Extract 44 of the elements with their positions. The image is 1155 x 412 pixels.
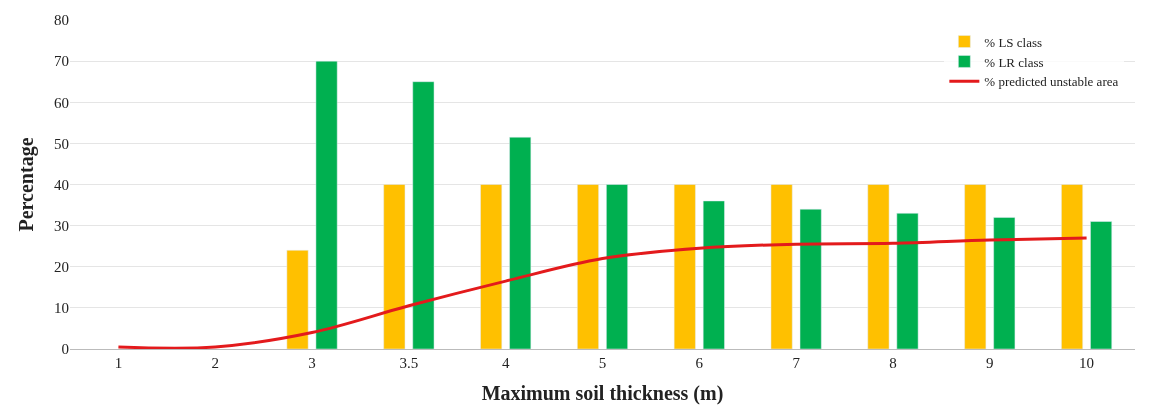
bar: [286, 250, 309, 349]
x-tick-label: 7: [792, 355, 801, 371]
bar: [412, 81, 435, 349]
x-axis-title: Maximum soil thickness (m): [481, 381, 724, 405]
y-tick-label: 70: [54, 53, 69, 70]
bar: [770, 184, 793, 349]
bar: [993, 217, 1016, 349]
bar: [702, 200, 725, 349]
x-tick-label: 9: [986, 355, 994, 371]
y-tick-label: 20: [54, 259, 69, 275]
bar: [480, 184, 503, 349]
x-tick-label: 1: [114, 355, 123, 371]
y-tick-label: 40: [54, 176, 69, 193]
x-tick-label: 8: [889, 355, 897, 371]
x-tick-label: 3.5: [399, 355, 419, 371]
bar: [1090, 221, 1113, 349]
y-axis-title: Percentage: [14, 137, 38, 232]
y-tick-label: 0: [61, 341, 69, 358]
y-tick-label: 10: [54, 300, 69, 317]
bar: [964, 184, 987, 349]
y-tick-label: 50: [54, 135, 69, 152]
y-tick-label: 60: [54, 94, 69, 111]
bar: [383, 184, 406, 349]
y-tick-label: 30: [54, 217, 69, 234]
legend-label: % LS class: [984, 34, 1043, 50]
bar: [799, 208, 822, 349]
line-series: [116, 236, 1089, 349]
bar: [577, 184, 599, 349]
bar: [896, 213, 919, 349]
legend-label: % predicted unstable area: [984, 74, 1119, 90]
x-tick-label: 5: [598, 355, 607, 371]
bar: [673, 184, 696, 349]
bar: [867, 184, 890, 349]
x-tick-label: 4: [501, 355, 510, 371]
x-tick-label: 10: [1079, 355, 1095, 371]
x-tick-label: 2: [211, 355, 219, 371]
bar: [509, 136, 532, 349]
bar: [315, 60, 338, 349]
y-tick-label: 80: [54, 12, 69, 29]
legend-label: % LR class: [984, 54, 1044, 70]
bar: [1061, 184, 1083, 349]
x-tick-label: 6: [695, 355, 704, 371]
x-tick-label: 3: [308, 355, 316, 371]
bar: [606, 184, 628, 349]
